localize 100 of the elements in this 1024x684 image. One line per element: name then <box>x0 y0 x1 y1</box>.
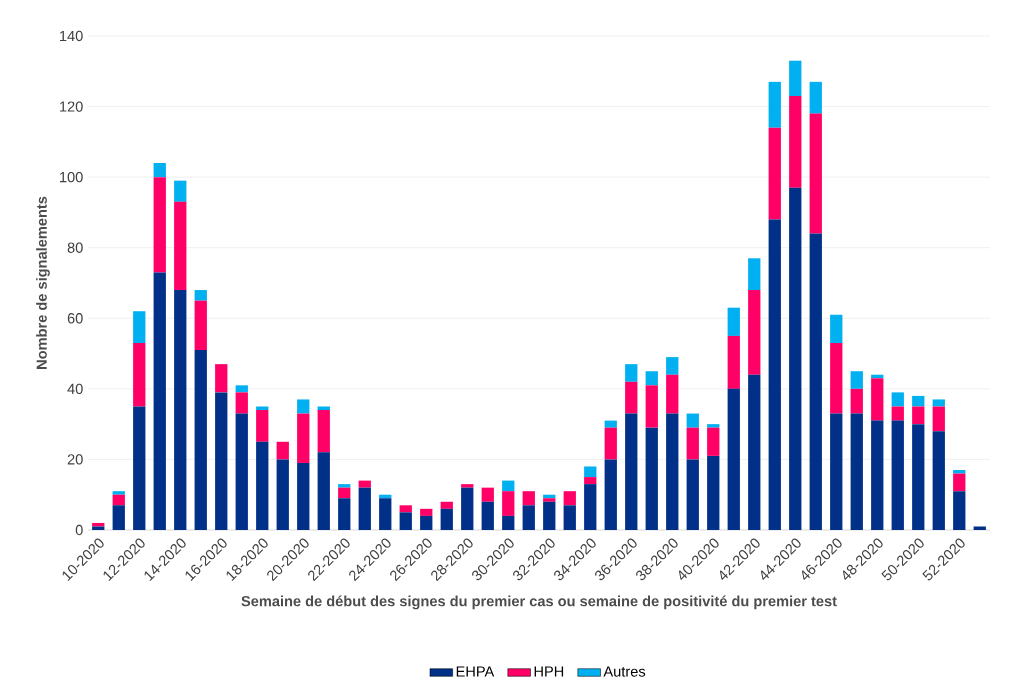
bar <box>502 491 515 516</box>
bar <box>584 477 597 485</box>
bar <box>748 290 761 375</box>
bar <box>153 163 166 178</box>
bar <box>830 413 843 531</box>
y-tick-label: 0 <box>75 524 83 536</box>
bar <box>666 413 679 531</box>
bar <box>604 459 617 531</box>
bar <box>645 385 658 428</box>
bar <box>256 406 269 411</box>
y-tick-label: 100 <box>60 172 83 183</box>
bar <box>194 350 207 531</box>
y-tick-label: 20 <box>67 454 83 465</box>
y-axis-title: Nombre de signalements <box>36 196 50 369</box>
bar <box>112 491 125 495</box>
bar <box>563 505 576 531</box>
bar <box>932 431 945 531</box>
bar <box>297 463 310 531</box>
bar <box>666 374 679 414</box>
bar <box>645 371 658 386</box>
bar <box>235 385 248 393</box>
bar <box>768 127 781 220</box>
bar <box>666 357 679 375</box>
bar <box>584 484 597 531</box>
bar <box>748 258 761 291</box>
bar <box>276 441 289 460</box>
bar <box>809 113 822 234</box>
bar <box>522 491 535 506</box>
legend-label: EHPA <box>456 666 495 677</box>
bar <box>768 219 781 531</box>
bar <box>235 392 248 414</box>
bar <box>174 180 187 202</box>
bar <box>112 505 125 531</box>
bar <box>953 470 966 474</box>
bar <box>502 480 515 492</box>
bar <box>563 491 576 506</box>
bar <box>256 410 269 442</box>
bar <box>440 501 453 509</box>
bar <box>748 374 761 531</box>
bar <box>420 508 433 516</box>
bar <box>604 420 617 428</box>
bar <box>338 498 351 531</box>
bar <box>912 424 925 531</box>
bar <box>174 290 187 531</box>
bar <box>358 487 371 531</box>
bar <box>584 466 597 478</box>
bar <box>912 395 925 407</box>
bar <box>604 427 617 460</box>
bar <box>481 501 494 531</box>
bar <box>338 487 351 499</box>
bar <box>625 364 638 382</box>
y-tick-label: 140 <box>60 30 83 42</box>
bar <box>686 459 699 531</box>
bar <box>297 413 310 464</box>
bar <box>932 406 945 432</box>
y-tick-label: 40 <box>67 383 83 395</box>
bar <box>317 452 330 531</box>
bar <box>707 455 720 531</box>
bar <box>133 311 146 344</box>
bar <box>133 406 146 531</box>
bar <box>112 494 125 506</box>
bar <box>850 371 863 389</box>
bar <box>358 480 371 488</box>
bar <box>645 427 658 531</box>
bar <box>850 388 863 414</box>
bar <box>317 406 330 411</box>
legend-label: HPH <box>534 666 564 677</box>
bar <box>891 420 904 531</box>
bar <box>707 424 720 428</box>
bar <box>502 515 515 531</box>
bar <box>215 364 228 393</box>
y-tick-label: 60 <box>67 313 83 324</box>
bar <box>235 413 248 531</box>
y-tick-label: 120 <box>60 101 83 112</box>
bar <box>543 498 556 502</box>
bar <box>379 498 392 531</box>
bar <box>276 459 289 531</box>
bar <box>953 491 966 531</box>
bar <box>625 413 638 531</box>
bar <box>809 81 822 114</box>
bar <box>625 381 638 414</box>
bar <box>399 512 412 531</box>
legend-label: Autres <box>603 666 646 677</box>
x-axis-title: Semaine de début des signes du premier cas ou semaine de positivité du premier test <box>241 595 837 610</box>
bar <box>686 413 699 428</box>
bar <box>92 526 105 531</box>
bar <box>297 399 310 414</box>
bar <box>317 410 330 453</box>
bar <box>543 501 556 531</box>
bar <box>789 96 802 188</box>
bar <box>932 399 945 407</box>
bar <box>973 526 986 531</box>
bar <box>768 81 781 128</box>
bar <box>194 300 207 351</box>
bar <box>789 187 802 531</box>
bar <box>707 427 720 456</box>
bar <box>461 484 474 488</box>
bar <box>153 272 166 531</box>
bar <box>789 60 802 97</box>
bar <box>215 392 228 531</box>
